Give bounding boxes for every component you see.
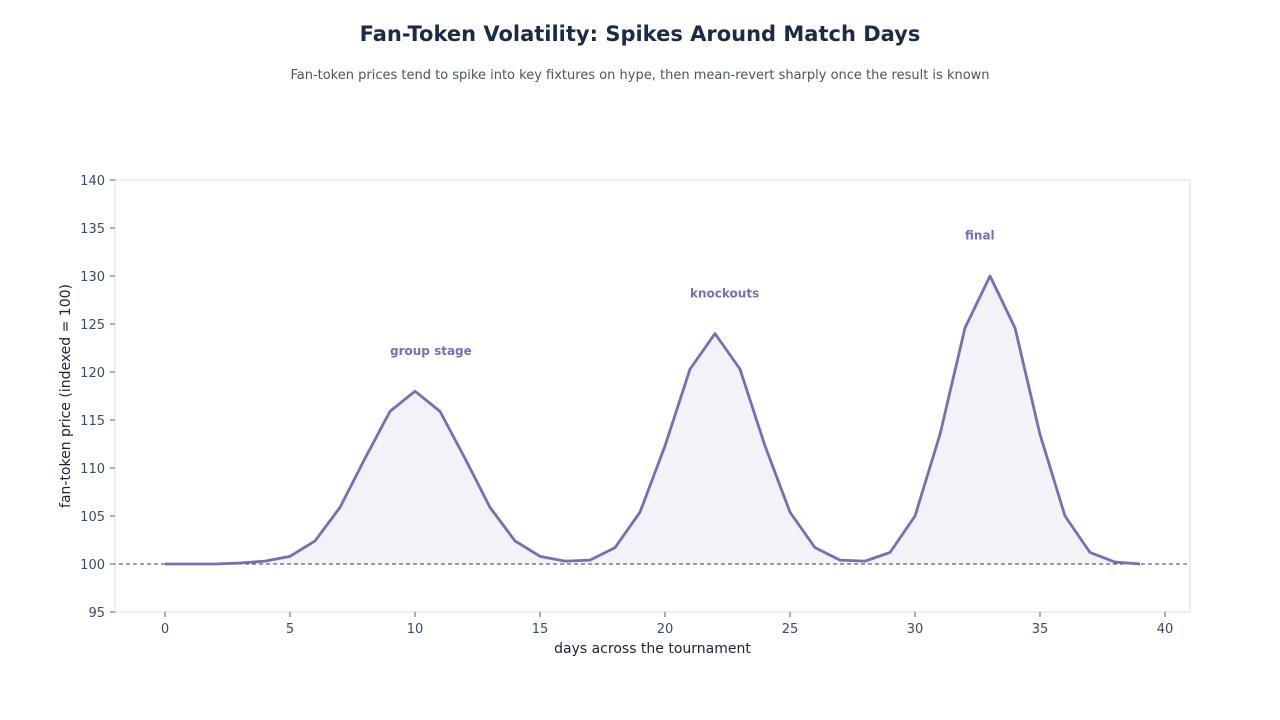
y-tick-label-115: 115 <box>80 414 105 429</box>
y-tick-label-140: 140 <box>80 174 105 189</box>
x-tick-label-0: 0 <box>161 622 169 637</box>
x-axis-label: days across the tournament <box>554 641 751 657</box>
y-tick-label-100: 100 <box>80 558 105 573</box>
plot-layer <box>112 274 1188 566</box>
annotation-layer: group stage knockouts final <box>390 229 995 358</box>
chart-subtitle: Fan-token prices tend to spike into key … <box>290 68 990 83</box>
y-tick-label-95: 95 <box>88 606 105 621</box>
y-tick-label-130: 130 <box>80 270 105 285</box>
annotation-label-1: group stage <box>390 344 472 358</box>
x-tick-label-40: 40 <box>1157 622 1174 637</box>
x-tick-label-10: 10 <box>407 622 424 637</box>
y-tick-label-125: 125 <box>80 318 105 333</box>
annotation-label-2: knockouts <box>690 286 759 300</box>
x-tick-label-20: 20 <box>657 622 674 637</box>
y-tick-label-110: 110 <box>80 462 105 477</box>
y-tick-label-120: 120 <box>80 366 105 381</box>
x-tick-label-25: 25 <box>782 622 799 637</box>
chart-title: Fan-Token Volatility: Spikes Around Matc… <box>359 22 921 46</box>
y-axis-label: fan-token price (indexed = 100) <box>58 284 74 508</box>
axes-layer: 95 100 105 110 115 120 125 130 135 140 0 5 10 15 20 25 3… <box>80 174 1191 637</box>
x-tick-label-5: 5 <box>286 622 294 637</box>
x-tick-label-30: 30 <box>907 622 924 637</box>
y-tick-label-135: 135 <box>80 222 105 237</box>
x-tick-label-35: 35 <box>1032 622 1049 637</box>
x-tick-label-15: 15 <box>532 622 549 637</box>
series-area-fill <box>165 276 1140 564</box>
series-line <box>165 274 1141 566</box>
y-tick-label-105: 105 <box>80 510 105 525</box>
annotation-label-3: final <box>965 229 995 243</box>
plot-frame <box>114 179 1191 613</box>
